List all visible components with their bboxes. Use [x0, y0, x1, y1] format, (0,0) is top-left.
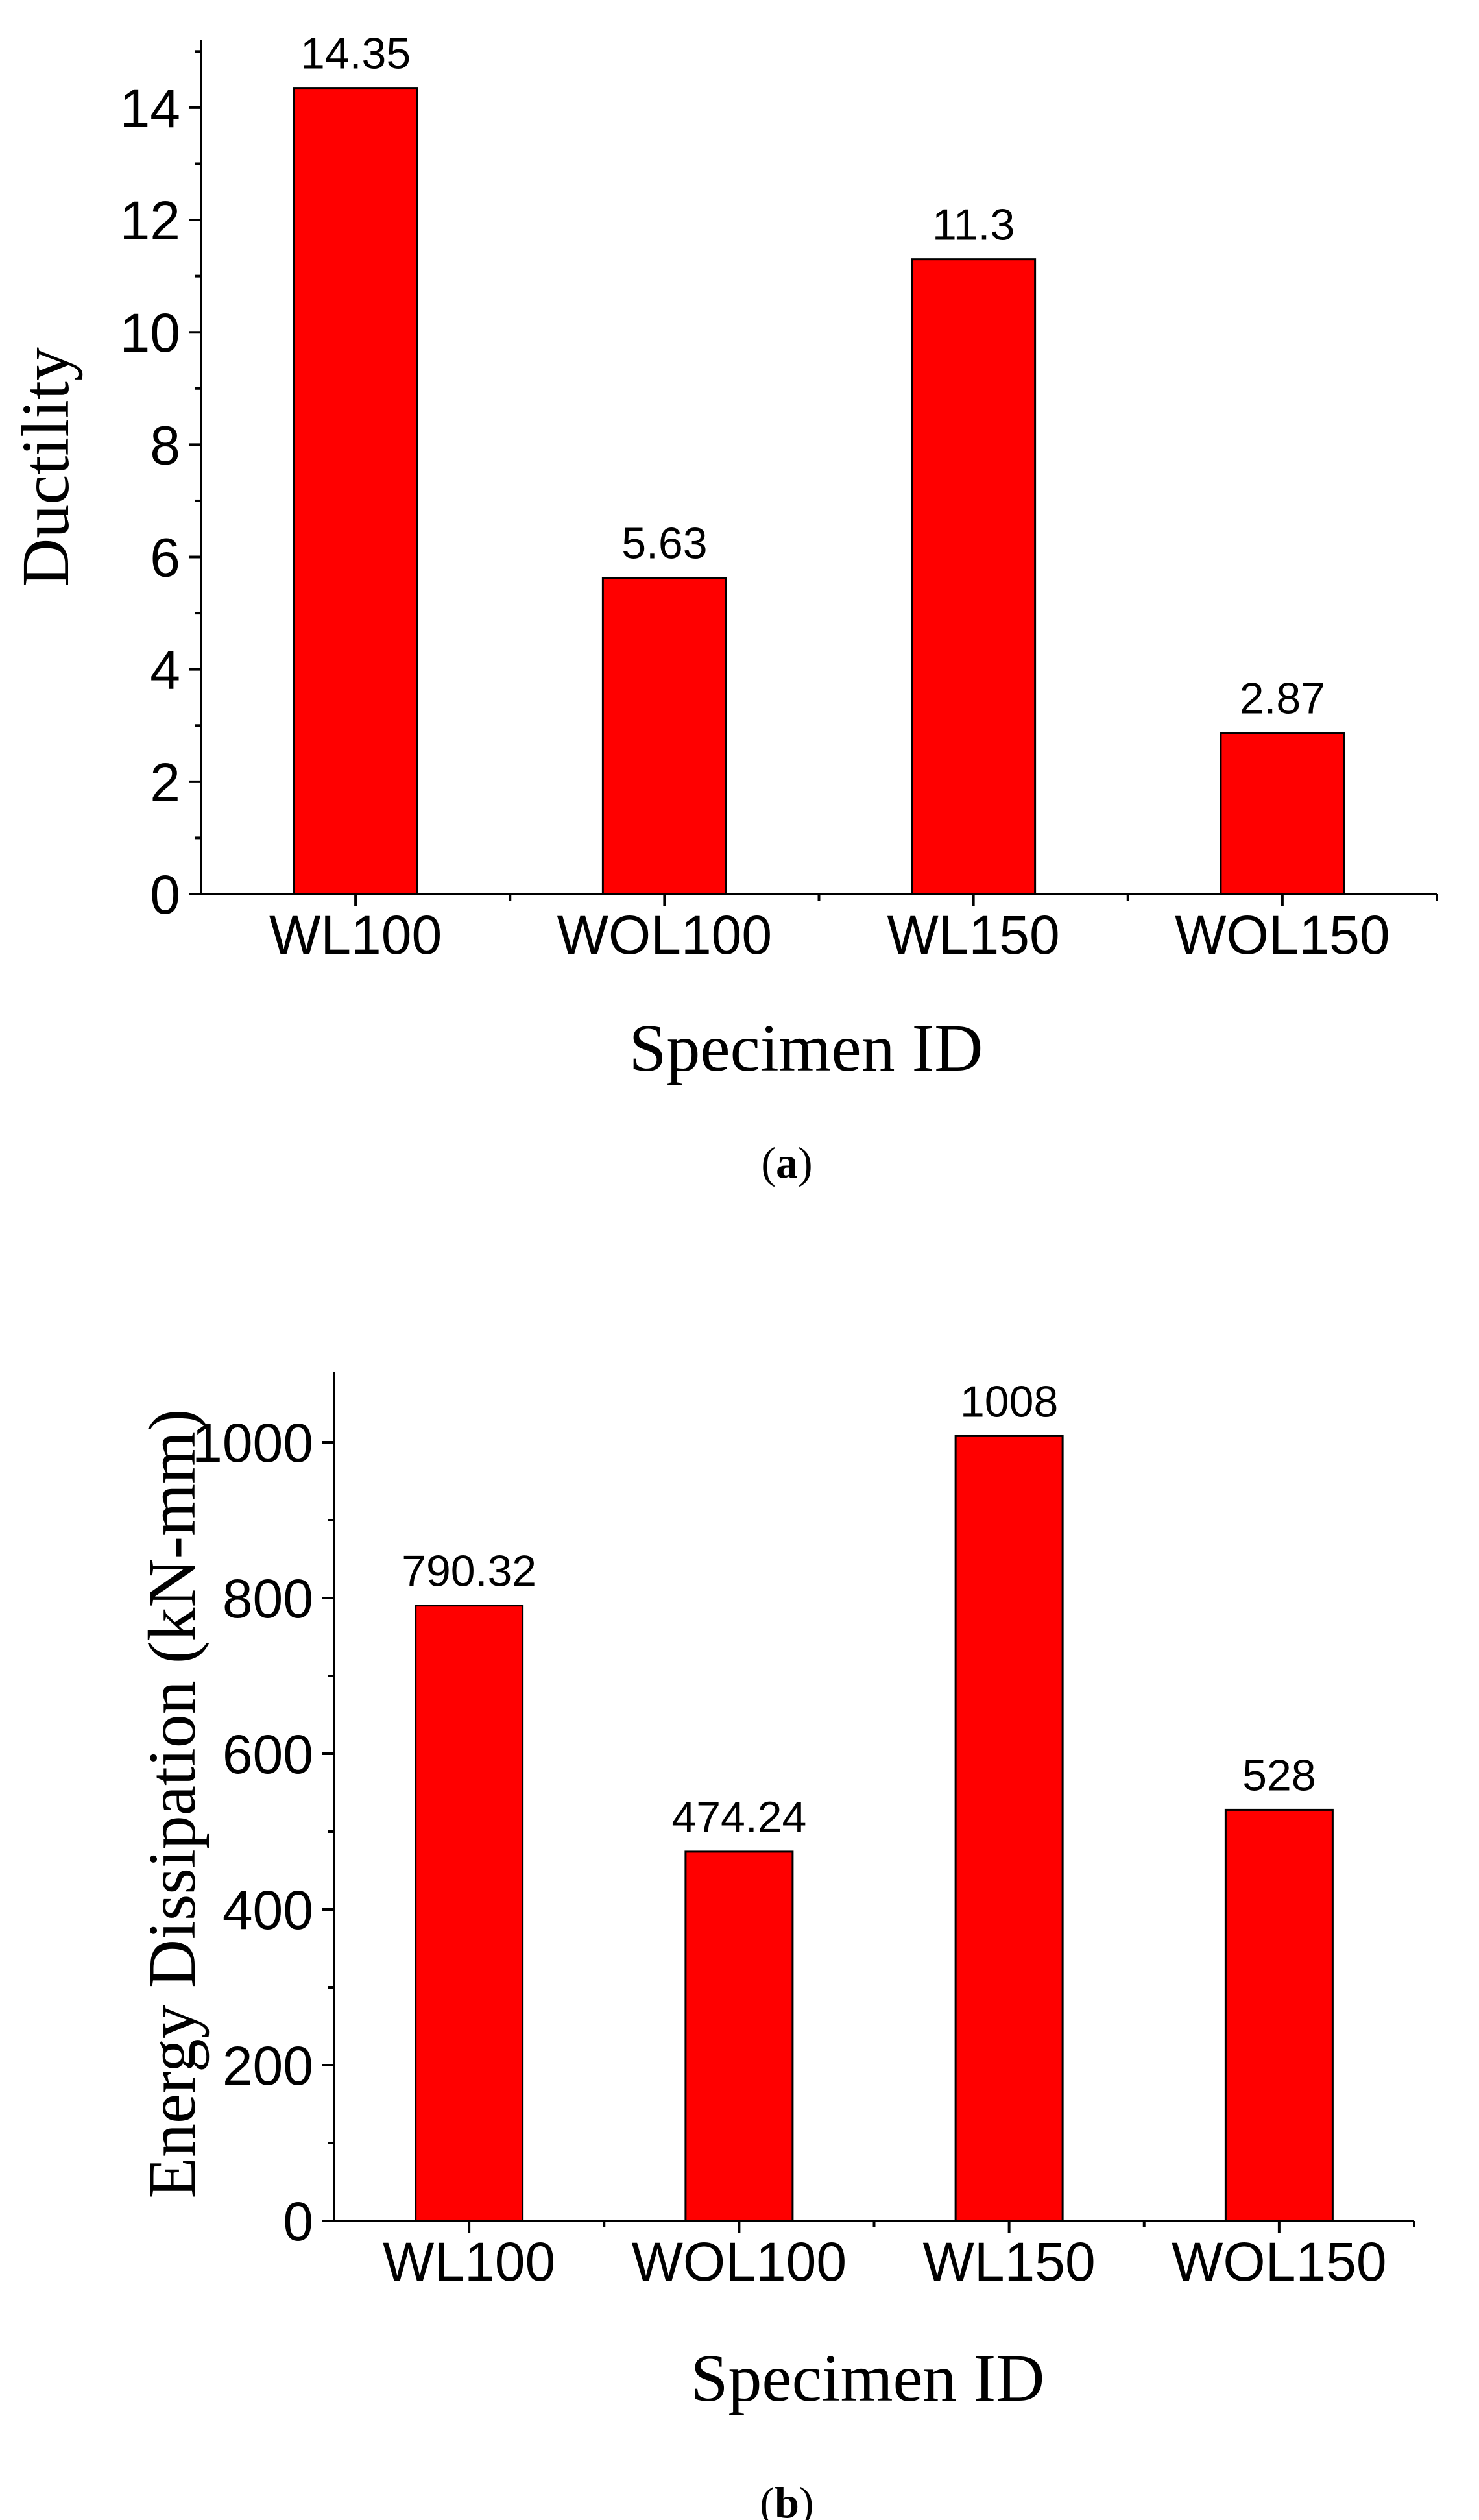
chart-panel-b: 790.32 474.24 1008 528 0 200 400 600 800 1000 WL10… [135, 1372, 1415, 2520]
x-tick-label-wl150: WL150 [887, 904, 1060, 965]
y-tick-label: 2 [150, 752, 180, 813]
y-tick-label: 6 [150, 527, 180, 588]
bar-wl100 [293, 87, 418, 895]
value-label-wol100: 5.63 [621, 519, 707, 568]
y-tick-label: 8 [150, 415, 180, 476]
panel-caption-close: ) [799, 2478, 814, 2520]
x-tick-label-wol100: WOL100 [557, 904, 773, 965]
x-tick-label-wl150: WL150 [923, 2231, 1096, 2292]
y-tick-label: 400 [222, 1880, 313, 1941]
x-tick-label-wl100: WL100 [383, 2231, 555, 2292]
x-tick-label-wol150: WOL150 [1175, 904, 1390, 965]
panel-caption-letter: b [775, 2478, 799, 2520]
x-axis-title: Specimen ID [691, 2341, 1045, 2416]
x-axis-title: Specimen ID [629, 1011, 983, 1085]
bar-wol150 [1220, 732, 1345, 895]
panel-caption-close: ) [798, 1138, 813, 1187]
chart-panel-a: 14.35 5.63 11.3 2.87 0 2 4 6 8 10 12 14 WL100 WOL100 W… [8, 29, 1438, 1187]
y-tick-label: 10 [120, 302, 180, 363]
value-label-wl150: 1008 [960, 1377, 1058, 1426]
value-label-wl100: 14.35 [300, 29, 411, 79]
bar-wol100 [684, 1850, 794, 2222]
panel-caption-b: (b) [760, 2478, 813, 2520]
value-label-wol150: 2.87 [1240, 674, 1325, 723]
y-axis-title: Energy Dissipation (kN-mm) [135, 1409, 210, 2198]
bar-wl150 [954, 1435, 1064, 2222]
panel-caption-letter: a [776, 1138, 798, 1187]
panel-caption-open: ( [760, 2478, 775, 2520]
y-tick-label: 14 [120, 78, 180, 139]
y-tick-label: 800 [222, 1568, 313, 1629]
panel-caption-a: (a) [761, 1138, 812, 1187]
x-tick-label-wl100: WL100 [269, 904, 442, 965]
y-tick-label: 600 [222, 1724, 313, 1785]
bar-wl150 [911, 258, 1037, 895]
x-tick-label-wol100: WOL100 [632, 2231, 847, 2292]
y-tick-label: 12 [120, 190, 180, 251]
y-tick-label: 4 [150, 640, 180, 701]
value-label-wl150: 11.3 [932, 200, 1015, 250]
value-label-wol100: 474.24 [671, 1793, 806, 1842]
y-tick-label: 1000 [192, 1412, 313, 1473]
x-tick-label-wol150: WOL150 [1172, 2231, 1387, 2292]
y-tick-label: 200 [222, 2035, 313, 2096]
y-axis-title: Ductility [8, 347, 83, 587]
bar-wl100 [415, 1605, 524, 2222]
y-tick-label: 0 [283, 2191, 313, 2252]
bar-wol100 [601, 577, 727, 895]
value-label-wl100: 790.32 [402, 1547, 536, 1596]
bar-wol150 [1224, 1808, 1334, 2222]
y-tick-label: 0 [150, 864, 180, 925]
value-label-wol150: 528 [1242, 1751, 1316, 1800]
panel-caption-open: ( [761, 1138, 776, 1187]
